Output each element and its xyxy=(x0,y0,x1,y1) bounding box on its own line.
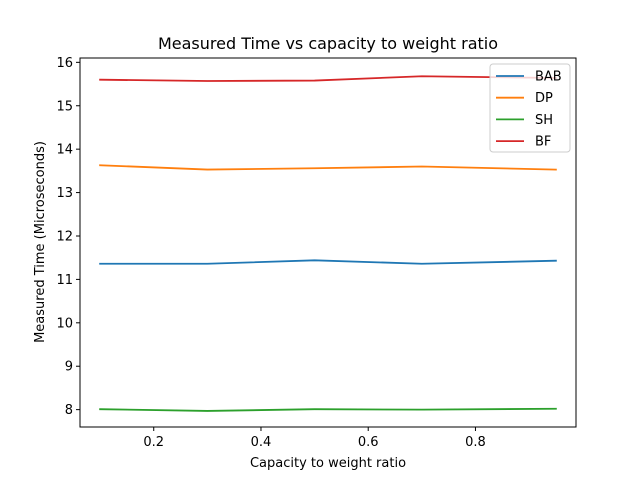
x-tick-label: 0.4 xyxy=(251,435,272,450)
y-tick-label: 12 xyxy=(56,229,73,244)
x-tick-label: 0.8 xyxy=(465,435,486,450)
x-axis-ticks: 0.2 0.4 0.6 0.8 xyxy=(143,427,486,450)
y-axis-ticks: 8 9 10 11 12 13 14 15 16 xyxy=(56,56,80,418)
legend-label-bf: BF xyxy=(535,135,551,150)
series-line-bab xyxy=(99,259,557,265)
y-tick-label: 15 xyxy=(56,99,73,114)
chart-title: Measured Time vs capacity to weight rati… xyxy=(158,34,498,53)
y-tick-label: 16 xyxy=(56,56,73,71)
y-tick-label: 8 xyxy=(65,403,73,418)
y-tick-label: 9 xyxy=(65,360,73,375)
series-layer xyxy=(99,75,557,412)
y-tick-label: 13 xyxy=(56,186,73,201)
series-line-bf xyxy=(99,75,557,82)
series-line-sh xyxy=(99,407,557,412)
legend: BAB DP SH BF xyxy=(489,63,571,153)
legend-items: BAB DP SH BF xyxy=(496,70,562,150)
plot-area-frame xyxy=(79,57,577,428)
legend-box xyxy=(489,63,571,153)
y-tick-label: 11 xyxy=(56,273,73,288)
legend-label-bab: BAB xyxy=(535,70,562,85)
x-axis-title: Capacity to weight ratio xyxy=(250,456,406,471)
y-axis-title: Measured Time (Microseconds) xyxy=(33,141,48,343)
series-line-dp xyxy=(99,164,557,171)
x-tick-label: 0.6 xyxy=(358,435,379,450)
legend-label-dp: DP xyxy=(535,91,553,106)
y-tick-label: 10 xyxy=(56,316,73,331)
y-tick-label: 14 xyxy=(56,143,73,158)
legend-label-sh: SH xyxy=(535,113,553,128)
x-tick-label: 0.2 xyxy=(143,435,164,450)
